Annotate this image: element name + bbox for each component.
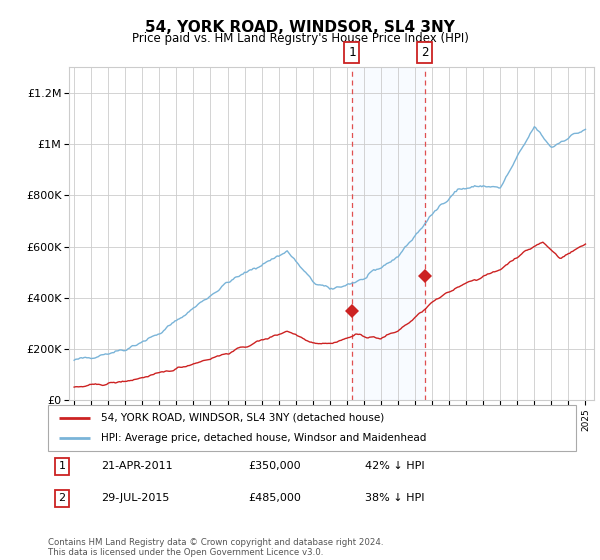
Text: 2: 2 — [421, 46, 428, 59]
Text: 1: 1 — [59, 461, 65, 472]
Text: 2: 2 — [59, 493, 65, 503]
Text: 54, YORK ROAD, WINDSOR, SL4 3NY (detached house): 54, YORK ROAD, WINDSOR, SL4 3NY (detache… — [101, 413, 384, 423]
Text: HPI: Average price, detached house, Windsor and Maidenhead: HPI: Average price, detached house, Wind… — [101, 433, 426, 443]
Text: £350,000: £350,000 — [248, 461, 301, 472]
Text: 29-JUL-2015: 29-JUL-2015 — [101, 493, 169, 503]
Text: 38% ↓ HPI: 38% ↓ HPI — [365, 493, 424, 503]
Text: 21-APR-2011: 21-APR-2011 — [101, 461, 172, 472]
Text: 1: 1 — [348, 46, 356, 59]
Text: Price paid vs. HM Land Registry's House Price Index (HPI): Price paid vs. HM Land Registry's House … — [131, 32, 469, 45]
Text: £485,000: £485,000 — [248, 493, 302, 503]
Text: Contains HM Land Registry data © Crown copyright and database right 2024.
This d: Contains HM Land Registry data © Crown c… — [48, 538, 383, 557]
Text: 54, YORK ROAD, WINDSOR, SL4 3NY: 54, YORK ROAD, WINDSOR, SL4 3NY — [145, 20, 455, 35]
Bar — [352, 67, 425, 400]
Text: 42% ↓ HPI: 42% ↓ HPI — [365, 461, 424, 472]
